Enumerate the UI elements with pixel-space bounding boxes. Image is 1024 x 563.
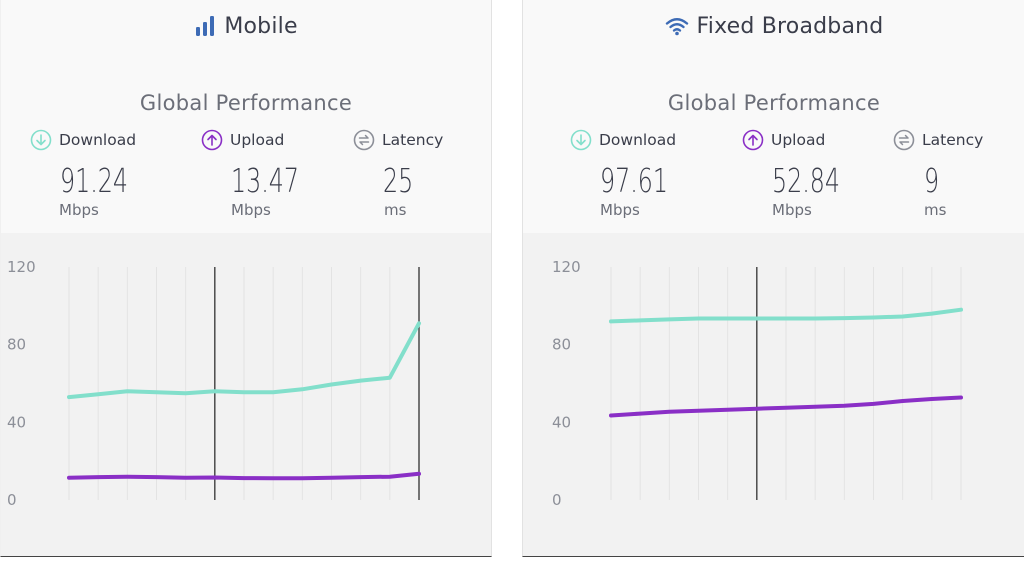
metric-label: Upload <box>771 131 826 149</box>
latency-metric: Latency 25 ms <box>353 128 503 219</box>
metric-label: Latency <box>922 131 984 149</box>
panel-title: Fixed Broadband <box>696 13 884 39</box>
metric-value: 13.47 <box>231 161 300 200</box>
upload-arrow-icon <box>742 129 764 151</box>
metric-label: Download <box>59 131 137 149</box>
metrics-row: Download 97.61 Mbps Upload 52.84 Mbps <box>523 128 1024 223</box>
latency-icon <box>893 129 915 151</box>
latency-icon <box>353 129 375 151</box>
metrics-row: Download 91.24 Mbps Upload 13.47 Mbps <box>1 128 491 223</box>
upload-series-line <box>67 471 421 481</box>
y-tick-label: 0 <box>552 491 562 509</box>
upload-series-line <box>609 395 963 418</box>
metric-unit: Mbps <box>59 201 99 219</box>
metric-value: 9 <box>924 161 940 200</box>
y-tick-label: 80 <box>552 336 571 354</box>
download-series-line <box>67 321 421 400</box>
upload-arrow-icon <box>201 129 223 151</box>
metric-label: Latency <box>382 131 444 149</box>
mobile-performance-chart: 0 40 80 120 <box>7 258 421 509</box>
section-title: Global Performance <box>667 91 881 115</box>
metric-unit: ms <box>384 201 407 219</box>
metric-unit: Mbps <box>231 201 271 219</box>
section-title: Global Performance <box>139 91 353 115</box>
fixed-performance-chart: 0 40 80 120 <box>552 258 963 509</box>
mobile-panel: Mobile Global Performance Download 91.24… <box>0 0 492 557</box>
metric-label: Upload <box>230 131 285 149</box>
upload-metric: Upload 13.47 Mbps <box>201 128 351 219</box>
metric-unit: ms <box>924 201 947 219</box>
download-metric: Download 91.24 Mbps <box>30 128 180 219</box>
fixed-broadband-panel: Fixed Broadband Global Performance Downl… <box>522 0 1024 557</box>
metric-label: Download <box>599 131 677 149</box>
wifi-icon <box>665 16 689 36</box>
y-tick-label: 120 <box>552 258 581 276</box>
y-tick-label: 40 <box>552 413 571 431</box>
metric-value: 25 <box>383 161 414 200</box>
metric-unit: Mbps <box>600 201 640 219</box>
mobile-header: Mobile <box>1 10 491 42</box>
y-tick-label: 80 <box>7 336 26 354</box>
y-tick-label: 120 <box>7 258 36 276</box>
download-arrow-icon <box>570 129 592 151</box>
latency-metric: Latency 9 ms <box>893 128 1024 219</box>
y-tick-label: 0 <box>7 491 17 509</box>
download-metric: Download 97.61 Mbps <box>570 128 720 219</box>
y-tick-label: 40 <box>7 413 26 431</box>
download-series-line <box>609 307 963 324</box>
metric-unit: Mbps <box>772 201 812 219</box>
download-arrow-icon <box>30 129 52 151</box>
signal-bars-icon <box>194 15 216 37</box>
metric-value: 97.61 <box>600 161 669 200</box>
fixed-chart-area: 0 40 80 120 <box>523 233 1024 556</box>
upload-metric: Upload 52.84 Mbps <box>742 128 892 219</box>
metric-value: 91.24 <box>60 161 129 200</box>
metric-value: 52.84 <box>772 161 841 200</box>
panel-title: Mobile <box>224 13 298 39</box>
mobile-chart-area: 0 40 80 120 <box>1 233 491 556</box>
fixed-header: Fixed Broadband <box>523 10 1024 42</box>
